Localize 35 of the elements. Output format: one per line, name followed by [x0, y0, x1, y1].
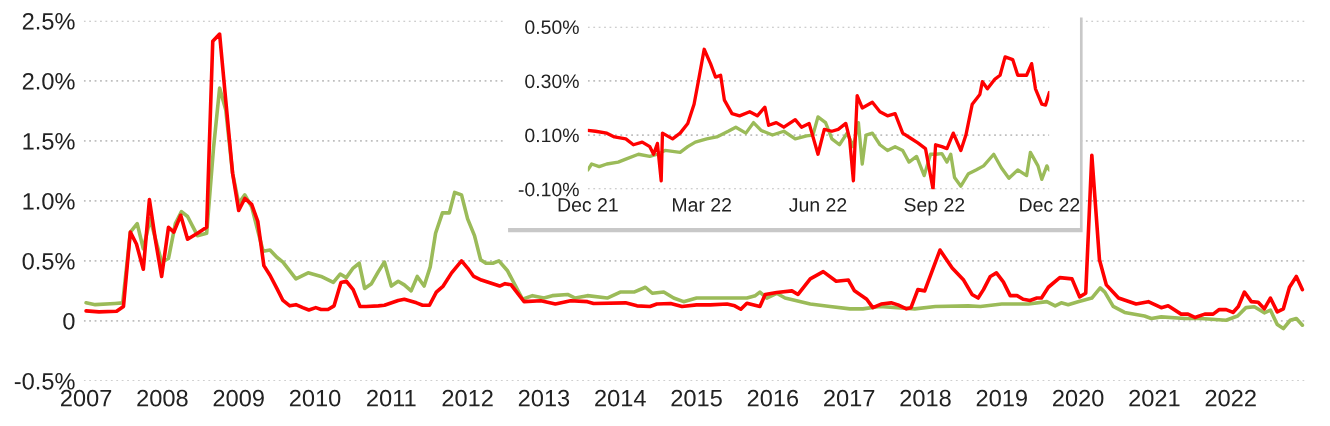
- y-tick-label: 1.5%: [23, 133, 75, 150]
- x-tick-label: Jun 22: [789, 197, 847, 212]
- y-tick-label: 0.30%: [525, 74, 579, 89]
- x-tick-label: 2015: [671, 389, 722, 407]
- line-series: [587, 115, 1050, 188]
- x-tick-label: 2022: [1205, 389, 1256, 407]
- y-tick-label: 2.0%: [22, 72, 75, 90]
- x-tick-label: 2019: [976, 389, 1027, 407]
- y-tick-label: 0.5%: [22, 252, 75, 270]
- line-series: [84, 32, 1305, 320]
- x-tick-label: Mar 22: [673, 197, 731, 212]
- x-tick-label: 2016: [747, 389, 799, 407]
- x-tick-label: Sep 22: [904, 197, 965, 216]
- x-tick-label: 2011: [367, 389, 416, 407]
- y-tick-label: -0.10%: [518, 182, 579, 197]
- x-tick-label: 2018: [900, 389, 951, 407]
- x-tick-label: 2010: [289, 389, 341, 407]
- line-series: [587, 47, 1050, 190]
- y-tick-label: 0: [63, 312, 75, 330]
- x-tick-label: 2007: [61, 389, 112, 407]
- x-tick-label: 2008: [137, 389, 188, 407]
- x-tick-label: 2020: [1053, 389, 1104, 407]
- x-tick-label: 2014: [595, 389, 646, 407]
- x-tick-label: 2021: [1129, 389, 1180, 407]
- y-tick-label: -0.5%: [14, 372, 75, 390]
- x-tick-label: 2013: [518, 389, 570, 407]
- y-tick-label: 0.50%: [525, 20, 579, 35]
- x-tick-label: 2012: [442, 389, 493, 407]
- y-tick-label: 1.0%: [23, 192, 75, 210]
- y-tick-label: 0.10%: [525, 128, 579, 143]
- x-tick-label: 2009: [213, 389, 264, 407]
- y-tick-label: 2.5%: [22, 12, 75, 30]
- x-tick-label: Dec 21: [558, 197, 618, 212]
- x-tick-label: 2017: [824, 389, 875, 407]
- x-tick-label: Dec 22: [1020, 197, 1080, 212]
